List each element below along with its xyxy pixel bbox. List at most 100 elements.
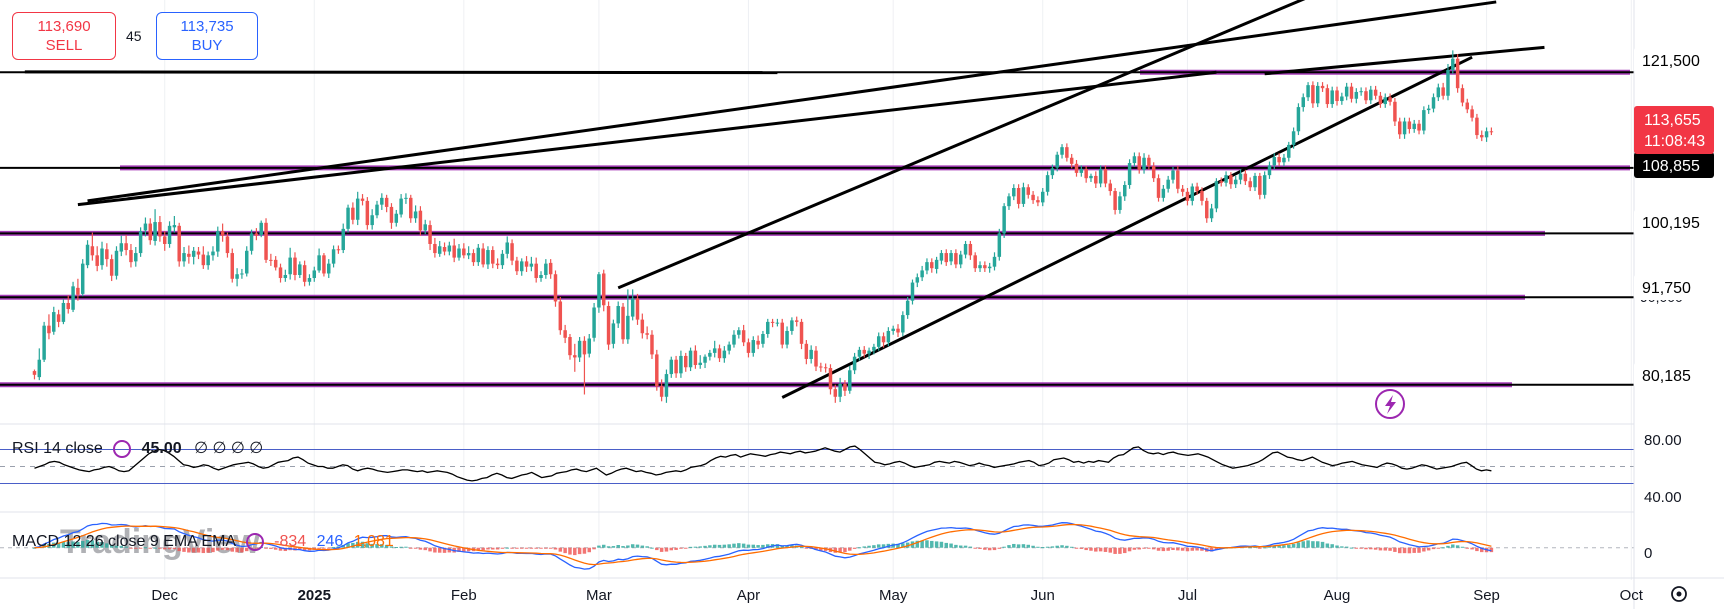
candle-body bbox=[611, 323, 616, 344]
candle-body bbox=[259, 222, 263, 235]
candle-body bbox=[1359, 91, 1363, 93]
lightning-icon[interactable] bbox=[1375, 389, 1405, 419]
candle-body bbox=[71, 286, 75, 310]
candle-body bbox=[105, 249, 109, 260]
macd-histogram-bar bbox=[1108, 547, 1113, 553]
candle-body bbox=[1161, 188, 1166, 198]
candle-body bbox=[1036, 200, 1040, 203]
candle-body bbox=[1142, 157, 1146, 170]
candle-body bbox=[978, 265, 982, 269]
macd-histogram-bar bbox=[1258, 547, 1262, 549]
svg-text:121,500: 121,500 bbox=[1642, 53, 1700, 70]
macd-histogram-bar bbox=[876, 544, 881, 548]
candle-body bbox=[1045, 175, 1050, 192]
macd-histogram-bar bbox=[1330, 544, 1334, 548]
candle-body bbox=[1315, 85, 1320, 104]
macd-legend[interactable]: MACD 12 26 close 9 EMA EMA -834 246 1,08… bbox=[12, 533, 394, 551]
candle-body bbox=[1094, 175, 1098, 184]
macd-histogram-bar bbox=[505, 547, 509, 549]
rsi-legend[interactable]: RSI 14 close 45.00 ∅ ∅ ∅ ∅ bbox=[12, 438, 263, 458]
macd-histogram-bar bbox=[1388, 547, 1392, 551]
macd-histogram-bar bbox=[1060, 545, 1064, 548]
candle-body bbox=[1185, 191, 1190, 201]
macd-histogram-bar bbox=[322, 547, 326, 549]
candle-body bbox=[1069, 157, 1074, 164]
macd-histogram-bar bbox=[418, 547, 423, 550]
time-axis[interactable]: Dec 2025 Feb Mar Apr May Jun Jul Aug Sep Oct bbox=[151, 587, 1643, 604]
candle-body bbox=[983, 265, 987, 269]
candle-body bbox=[336, 249, 341, 251]
candle-body bbox=[712, 348, 717, 353]
macd-histogram-bar bbox=[442, 547, 447, 553]
candle-body bbox=[1190, 186, 1195, 201]
macd-histogram-bar bbox=[196, 547, 201, 553]
macd-histogram-bar bbox=[90, 540, 95, 548]
candle-body bbox=[1441, 87, 1445, 96]
candle-body bbox=[659, 386, 664, 397]
rsi-line bbox=[34, 445, 1492, 482]
macd-histogram-bar bbox=[833, 547, 838, 553]
candle-body bbox=[1108, 183, 1113, 192]
candle-body bbox=[187, 253, 191, 257]
macd-histogram-bar bbox=[568, 547, 572, 555]
candle-body bbox=[915, 277, 920, 283]
macd-histogram-bar bbox=[327, 547, 331, 549]
macd-histogram-bar bbox=[206, 547, 210, 553]
candle-body bbox=[640, 319, 645, 334]
macd-histogram-bar bbox=[751, 544, 756, 548]
macd-histogram-bar bbox=[1460, 546, 1465, 548]
macd-histogram-bar bbox=[1465, 547, 1470, 549]
macd-histogram-bar bbox=[553, 547, 558, 550]
macd-histogram-bar bbox=[1378, 547, 1383, 551]
candle-body bbox=[1470, 109, 1474, 118]
macd-histogram-bar bbox=[1045, 546, 1050, 548]
macd-histogram-bar bbox=[1137, 547, 1141, 550]
candle-body bbox=[1238, 173, 1243, 180]
candle-body bbox=[375, 204, 379, 216]
price-axis[interactable]: 90,000 121,500 108,855 100,195 91,750 80… bbox=[1634, 47, 1714, 562]
macd-histogram-bar bbox=[278, 547, 283, 551]
macd-histogram-bar bbox=[1036, 546, 1040, 548]
sell-button[interactable]: 113,690 SELL bbox=[12, 12, 116, 60]
candle-body bbox=[1325, 88, 1330, 105]
candle-body bbox=[486, 250, 490, 265]
macd-line bbox=[34, 522, 1492, 570]
candle-body bbox=[322, 255, 326, 274]
sell-label: SELL bbox=[45, 37, 83, 54]
candle-body bbox=[746, 342, 751, 353]
candle-body bbox=[148, 223, 152, 241]
macd-histogram-bar bbox=[1118, 547, 1122, 554]
candle-body bbox=[1084, 169, 1088, 179]
macd-histogram-bar bbox=[191, 547, 196, 553]
macd-histogram-bar bbox=[1021, 544, 1026, 548]
candle-body bbox=[1436, 87, 1441, 98]
macd-histogram-bar bbox=[1489, 547, 1494, 553]
time-label: 2025 bbox=[298, 587, 331, 604]
macd-histogram-bar bbox=[124, 546, 128, 548]
indicator-settings-icon[interactable] bbox=[245, 533, 264, 551]
macd-histogram-bar bbox=[1074, 547, 1079, 549]
macd-histogram-bar bbox=[1016, 544, 1021, 548]
candle-body bbox=[124, 243, 128, 251]
macd-histogram-bar bbox=[872, 545, 876, 548]
macd-histogram-bar bbox=[1132, 547, 1137, 550]
buy-button[interactable]: 113,735 BUY bbox=[156, 12, 258, 60]
candle-body bbox=[664, 374, 669, 397]
settings-icon[interactable] bbox=[1671, 586, 1687, 602]
macd-histogram-bar bbox=[746, 544, 751, 548]
macd-histogram-bar bbox=[515, 547, 519, 549]
macd-histogram-bar bbox=[76, 541, 80, 548]
macd-histogram-bar bbox=[389, 546, 394, 548]
macd-histogram-bar bbox=[958, 545, 963, 548]
macd-histogram-bar bbox=[394, 546, 399, 548]
candle-body bbox=[515, 260, 519, 272]
macd-histogram-bar bbox=[1475, 547, 1479, 552]
macd-histogram-bar bbox=[365, 543, 370, 548]
indicator-settings-icon[interactable] bbox=[113, 439, 132, 458]
candle-body bbox=[1335, 90, 1339, 102]
candle-body bbox=[1484, 131, 1489, 138]
macd-histogram-bar bbox=[529, 547, 534, 549]
macd-histogram-bar bbox=[1306, 540, 1310, 548]
macd-histogram-bar bbox=[1176, 547, 1180, 551]
